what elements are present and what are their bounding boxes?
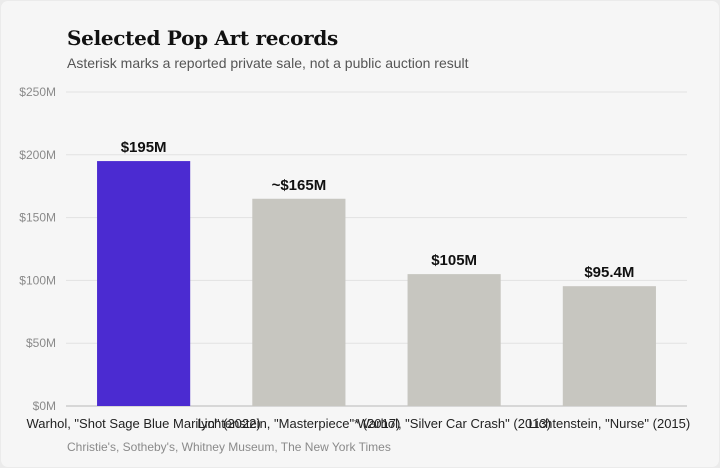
data-label: $95.4M <box>584 264 634 281</box>
x-tick-label: Lichtenstein, "Masterpiece"* (2017) <box>197 416 400 431</box>
bar <box>562 286 656 406</box>
y-tick-label: $100M <box>19 273 56 287</box>
y-tick-label: $200M <box>19 148 56 162</box>
bar <box>407 274 501 406</box>
x-tick-label: Warhol, "Shot Sage Blue Marilyn" (2022) <box>27 416 261 431</box>
x-axis-ticks: Warhol, "Shot Sage Blue Marilyn" (2022)L… <box>27 416 691 431</box>
bar <box>252 198 346 406</box>
bar <box>97 161 191 406</box>
chart-source: Christie's, Sotheby's, Whitney Museum, T… <box>67 440 391 454</box>
y-tick-label: $0M <box>33 399 56 413</box>
chart-title: Selected Pop Art records <box>67 26 338 50</box>
y-tick-label: $250M <box>19 85 56 99</box>
x-tick-label: Warhol, "Silver Car Crash" (2013) <box>357 416 551 431</box>
bars <box>97 161 656 406</box>
data-label: $105M <box>431 252 477 269</box>
data-label: ~$165M <box>272 177 327 194</box>
y-tick-label: $50M <box>26 336 56 350</box>
x-tick-label: Lichtenstein, "Nurse" (2015) <box>529 416 691 431</box>
data-labels: $195M ~$165M $105M $95.4M <box>121 139 635 281</box>
y-tick-label: $150M <box>19 211 56 225</box>
chart-subtitle: Asterisk marks a reported private sale, … <box>67 55 469 71</box>
data-label: $195M <box>121 139 167 156</box>
y-axis-ticks: $0M $50M $100M $150M $200M $250M <box>19 85 56 413</box>
